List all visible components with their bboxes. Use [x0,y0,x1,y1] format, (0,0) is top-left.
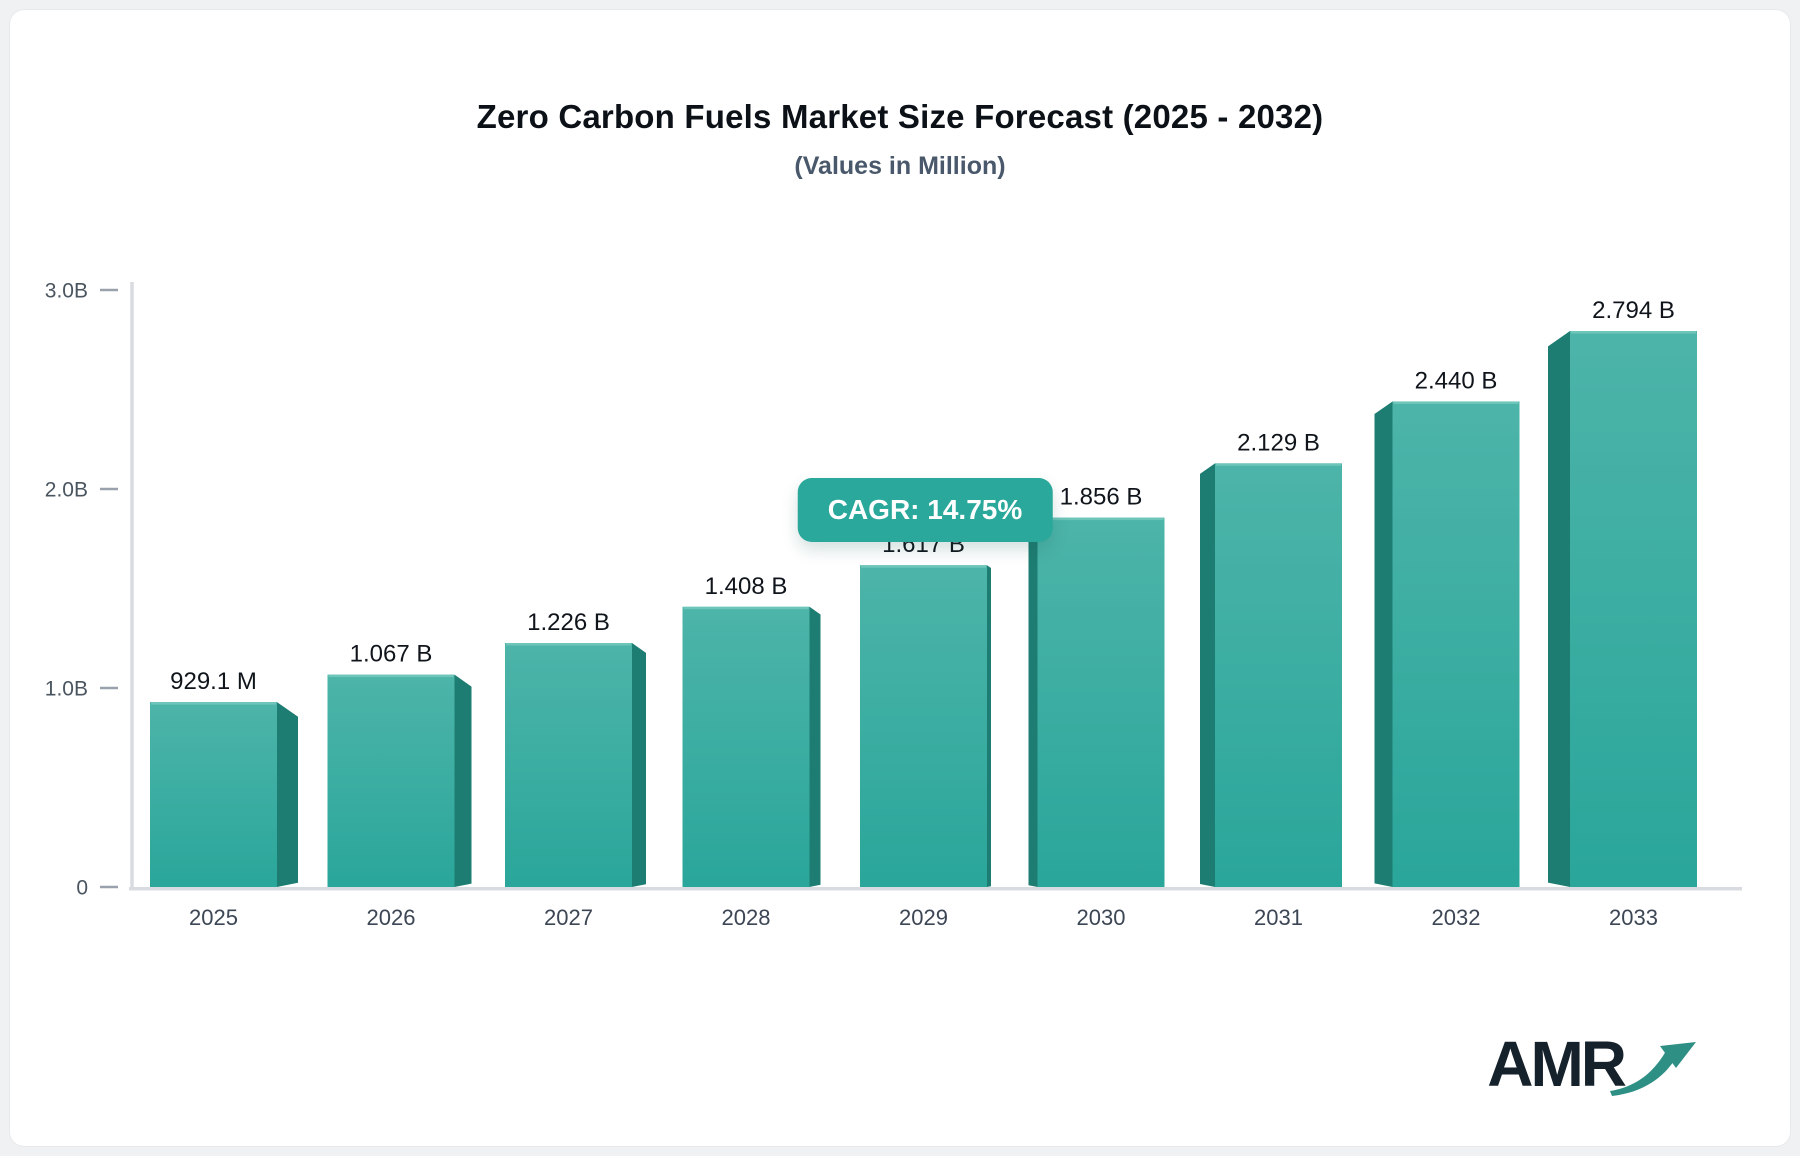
market-forecast-bar-chart: 0 1.0B 2.0B 3.0B 929.1 M 2025 1.067 B 2026 1.226… [45,280,1742,930]
bar-value-label: 1.408 B [705,573,788,600]
y-axis-tick-label: 0 [76,877,88,900]
bar-value-label: 1.856 B [1060,484,1143,511]
bar-value-label: 2.794 B [1592,297,1675,324]
y-axis-tick-label: 3.0B [45,280,88,303]
bar-side-panel [1548,330,1570,887]
x-axis-label: 2029 [899,905,948,930]
bar-value-label: 1.226 B [527,609,610,636]
bar-value-label: 2.440 B [1415,367,1498,394]
bar-value-label: 1.067 B [350,641,433,668]
y-axis-tick-label: 2.0B [45,479,88,502]
x-axis-label: 2025 [189,905,238,930]
bar-side-panel [277,702,298,887]
bar-face [682,606,810,887]
chart-subtitle: (Values in Million) [794,152,1006,180]
bar-side-panel [987,565,991,887]
bar-face [505,643,632,887]
bar-side-panel [1374,401,1393,887]
bar-side-panel [1200,463,1215,887]
bar-face [327,674,455,887]
bar-value-label: 2.129 B [1237,429,1320,456]
x-axis-label: 2026 [367,905,416,930]
bar-value-label: 929.1 M [170,668,257,695]
chart-card: Zero Carbon Fuels Market Size Forecast (… [10,10,1790,1146]
x-axis-label: 2028 [722,905,771,930]
trend-up-arrow-icon [1610,1042,1696,1096]
bar-face [1037,517,1165,887]
x-axis-label: 2027 [544,905,593,930]
x-axis-label: 2030 [1077,905,1126,930]
bar-face [860,565,987,887]
bar-face [1392,401,1520,887]
x-axis-label: 2032 [1432,905,1481,930]
x-axis-label: 2031 [1254,905,1303,930]
cagr-badge: CAGR: 14.75% [797,478,1053,542]
page-title: Zero Carbon Fuels Market Size Forecast (… [476,98,1324,135]
bar-side-panel [454,674,472,887]
amr-logo-text: AMR [1487,1028,1627,1100]
bar-face [150,702,277,887]
bar-face [1215,463,1342,887]
bar-face [1570,330,1697,887]
bar-side-panel [1028,517,1038,887]
amr-logo: AMR [1487,1032,1704,1106]
chart-area: 0 1.0B 2.0B 3.0B 929.1 M 2025 1.067 B 2026 1.226… [10,230,1790,990]
x-axis-label: 2033 [1609,905,1658,930]
bar-side-panel [809,606,821,887]
bar-side-panel [632,643,646,887]
y-axis-tick-label: 1.0B [45,678,88,701]
